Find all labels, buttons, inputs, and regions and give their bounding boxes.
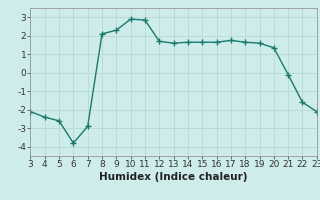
X-axis label: Humidex (Indice chaleur): Humidex (Indice chaleur) [99,172,248,182]
